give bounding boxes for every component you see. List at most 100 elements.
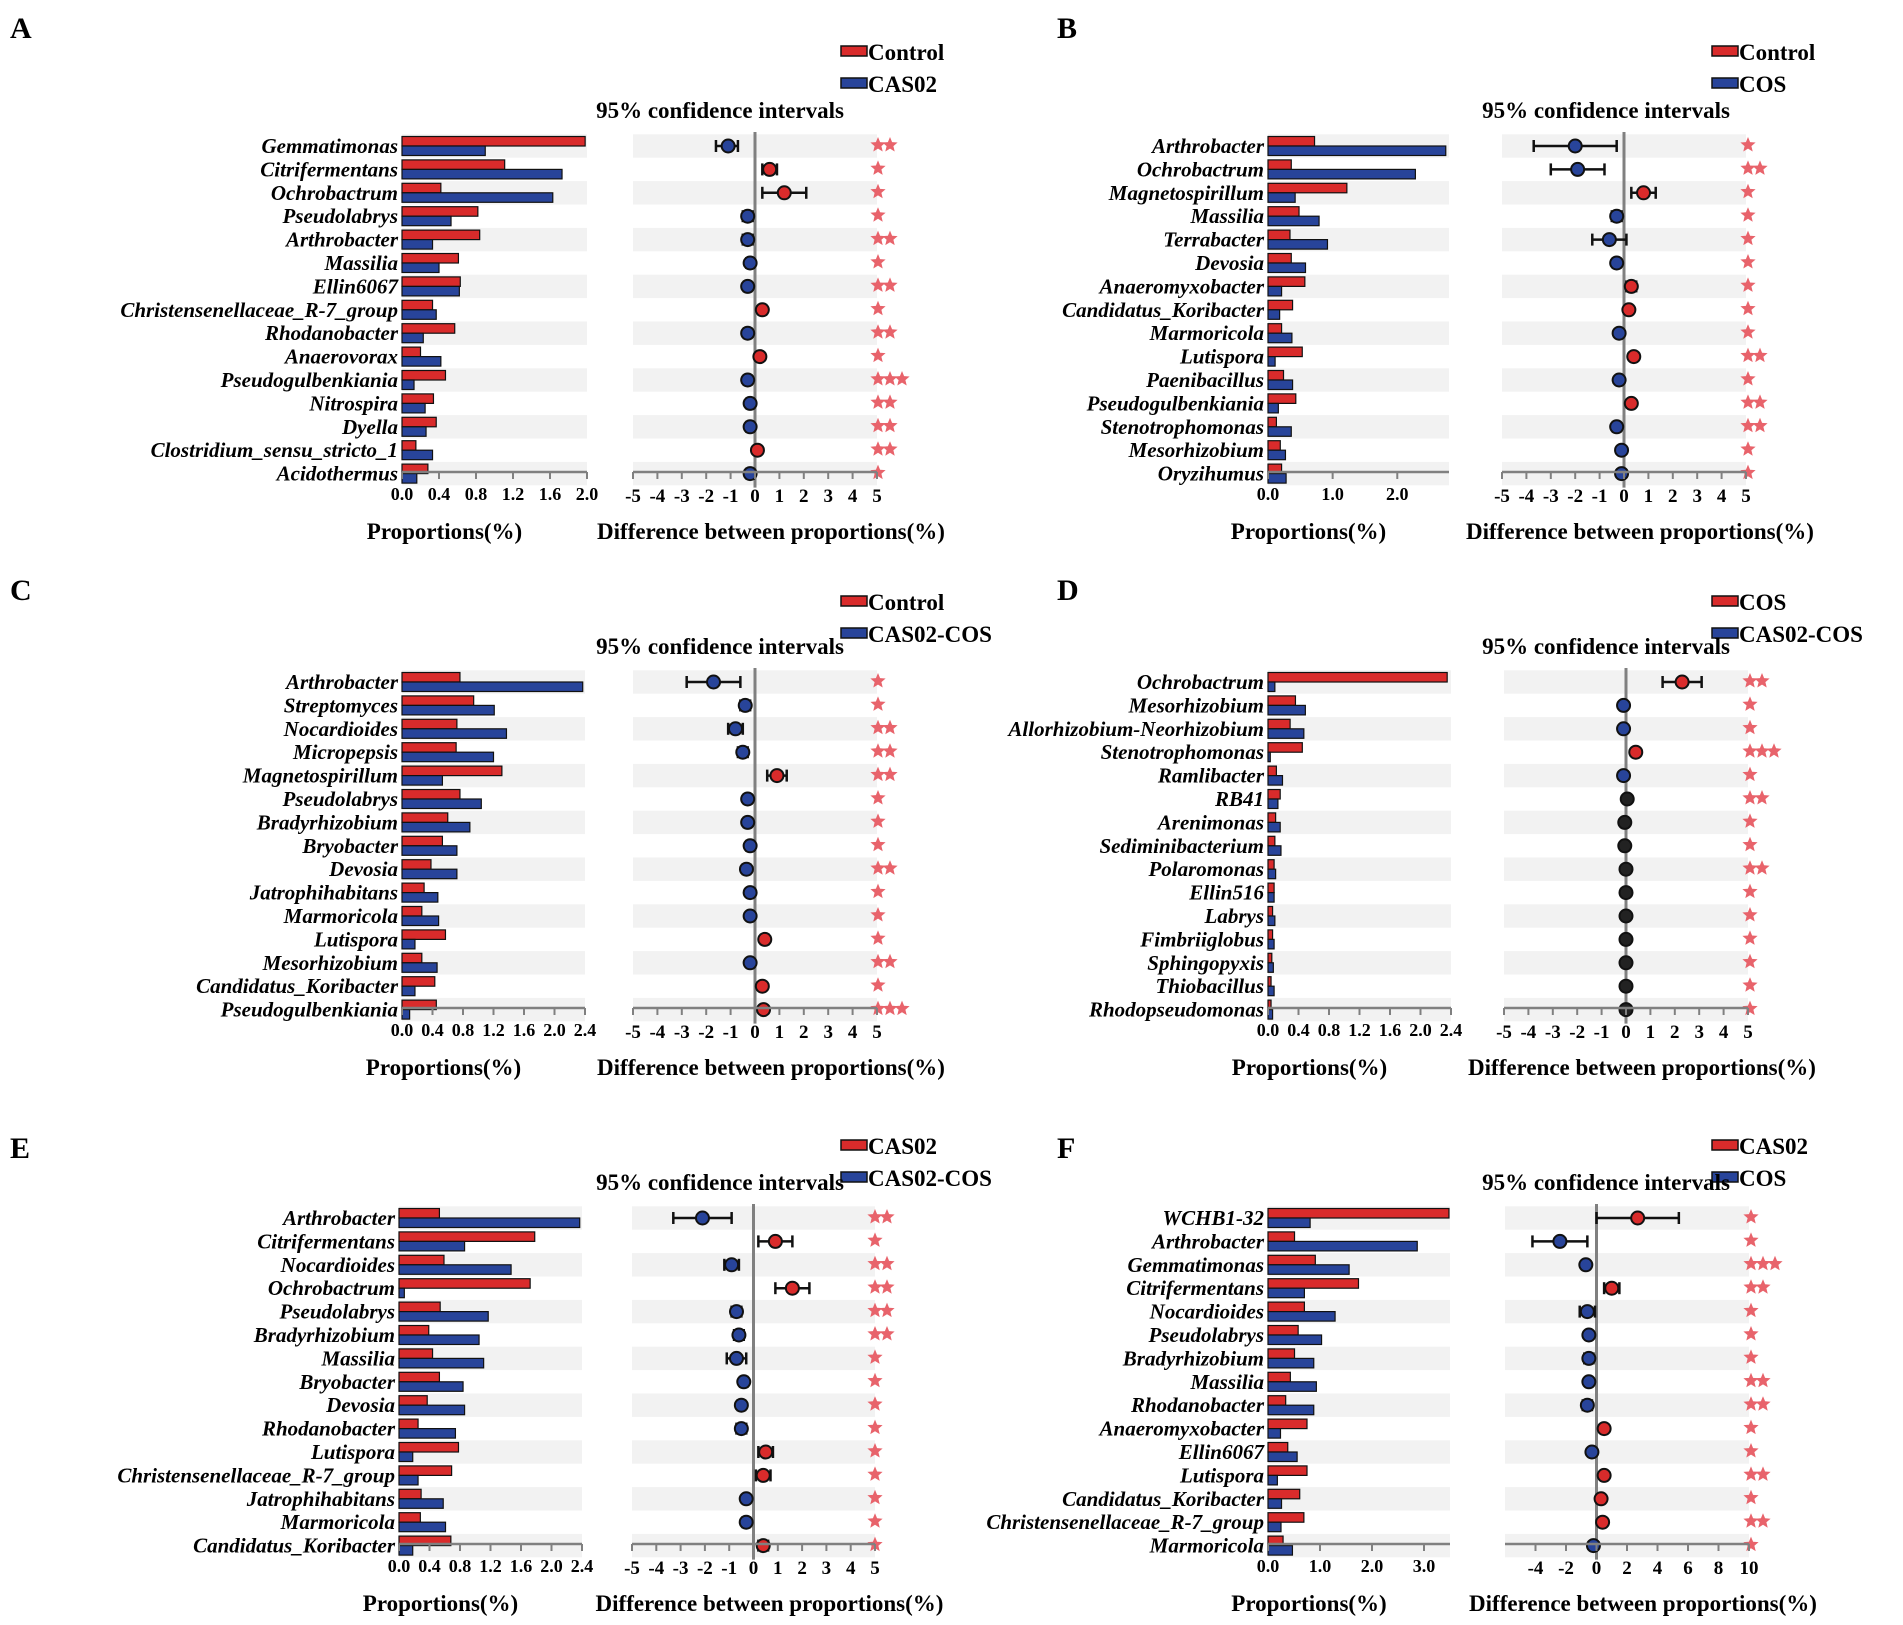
bar-series2 bbox=[1267, 1451, 1298, 1463]
diff-x-tick-label: -5 bbox=[1494, 486, 1510, 507]
bar-series2 bbox=[401, 938, 416, 950]
significance-star bbox=[1743, 1279, 1759, 1294]
difference-point bbox=[1614, 442, 1630, 458]
legend-label: Control bbox=[868, 40, 944, 65]
bar-series1 bbox=[1267, 976, 1272, 987]
difference-point bbox=[1618, 908, 1634, 924]
diff-x-tick-label: -5 bbox=[625, 486, 641, 507]
difference-point bbox=[1623, 395, 1639, 411]
significance-star bbox=[870, 860, 886, 875]
legend-label: CAS02 bbox=[1739, 1134, 1808, 1159]
significance-star bbox=[1755, 1396, 1771, 1411]
ci-title: 95% confidence intervals bbox=[1482, 1170, 1730, 1195]
bar-series2 bbox=[398, 1240, 466, 1252]
row-stripe bbox=[1268, 951, 1451, 975]
significance-star bbox=[1740, 371, 1756, 386]
bar-x-tick-label: 1.0 bbox=[1309, 1556, 1332, 1576]
bar-series2 bbox=[1267, 1544, 1294, 1556]
category-label: Rhodopseudomonas bbox=[1088, 998, 1264, 1022]
bar-series2 bbox=[1267, 1474, 1278, 1486]
category-label: Fimbriiglobus bbox=[1139, 927, 1264, 951]
bar-series2 bbox=[1267, 1498, 1283, 1509]
category-label: Candidatus_Koribacter bbox=[196, 974, 399, 998]
bar-series1 bbox=[1267, 299, 1294, 311]
bar-series2 bbox=[398, 1381, 464, 1392]
significance-star bbox=[1755, 1513, 1771, 1528]
difference-point bbox=[756, 1002, 772, 1018]
bar-series1 bbox=[398, 1418, 419, 1430]
diff-x-tick-label: 2 bbox=[799, 486, 809, 507]
difference-point bbox=[1617, 814, 1633, 830]
significance-star bbox=[1752, 417, 1768, 433]
bar-series2 bbox=[1267, 1381, 1317, 1392]
bar-series1 bbox=[1267, 393, 1297, 404]
diff-x-tick-label: 5 bbox=[872, 1022, 882, 1043]
bar-series1 bbox=[1267, 1207, 1450, 1219]
category-label: Anaeromyxobacter bbox=[1098, 1417, 1265, 1441]
significance-star bbox=[1742, 743, 1758, 758]
row-stripe bbox=[1268, 1440, 1450, 1464]
category-label: Massilia bbox=[323, 251, 398, 275]
bar-x-tick-label: 2.0 bbox=[1386, 484, 1409, 504]
significance-star bbox=[870, 417, 886, 433]
bar-x-tick-label: 0.8 bbox=[452, 1020, 475, 1040]
diff-x-tick-label: 4 bbox=[848, 486, 858, 507]
category-label: Anaeromyxobacter bbox=[1098, 274, 1265, 298]
bar-series2 bbox=[401, 985, 416, 997]
category-label: Arthrobacter bbox=[1150, 134, 1265, 158]
bar-series2 bbox=[1267, 1404, 1315, 1416]
significance-star bbox=[894, 1000, 910, 1016]
bar-series1 bbox=[1267, 765, 1277, 777]
category-label: Ochrobactrum bbox=[268, 1276, 395, 1300]
significance-star bbox=[867, 1279, 883, 1294]
bar-series2 bbox=[1267, 309, 1281, 320]
diff-x-tick-label: 2 bbox=[1668, 486, 1678, 507]
legend-swatch-series2 bbox=[840, 627, 868, 639]
significance-star bbox=[1740, 207, 1756, 222]
category-label: Labrys bbox=[1204, 904, 1265, 928]
difference-point bbox=[1621, 302, 1637, 318]
difference-point bbox=[735, 744, 751, 760]
significance-star bbox=[867, 1466, 883, 1481]
bar-series2 bbox=[1267, 868, 1277, 880]
bar-series1 bbox=[1267, 859, 1275, 870]
category-label: Nitrospira bbox=[308, 391, 398, 415]
bar-series2 bbox=[398, 1264, 512, 1275]
legend-swatch-series2 bbox=[1711, 77, 1739, 89]
difference-point bbox=[1618, 955, 1634, 971]
significance-star bbox=[870, 883, 886, 899]
bar-x-tick-label: 2.4 bbox=[1440, 1020, 1463, 1040]
row-stripe bbox=[1505, 1253, 1749, 1277]
bar-series2 bbox=[401, 821, 471, 833]
category-label: Candidatus_Koribacter bbox=[1062, 1487, 1265, 1511]
bar-series1 bbox=[1267, 1488, 1301, 1500]
bar-series2 bbox=[401, 681, 584, 693]
category-label: Rhodanobacter bbox=[261, 1417, 396, 1441]
difference-point bbox=[1584, 1444, 1600, 1460]
significance-star bbox=[870, 766, 886, 782]
bar-series1 bbox=[398, 1441, 460, 1453]
significance-star bbox=[1743, 1209, 1759, 1224]
bar-x-tick-label: 0.0 bbox=[391, 1020, 414, 1040]
difference-point bbox=[1618, 931, 1634, 947]
difference-point bbox=[742, 255, 758, 271]
category-label: Arthrobacter bbox=[1150, 1229, 1265, 1253]
category-label: Pseudolabrys bbox=[282, 787, 399, 811]
significance-star bbox=[1743, 1302, 1759, 1318]
difference-point bbox=[740, 278, 756, 294]
difference-point bbox=[728, 1350, 744, 1366]
bar-x-tick-label: 1.6 bbox=[513, 1020, 536, 1040]
category-label: Gemmatimonas bbox=[261, 134, 398, 158]
row-stripe bbox=[1268, 717, 1451, 741]
significance-star bbox=[1740, 183, 1756, 199]
bar-x-tick-label: 1.2 bbox=[1348, 1020, 1371, 1040]
category-label: Terrabacter bbox=[1163, 228, 1265, 252]
row-stripe bbox=[1268, 415, 1449, 439]
diff-x-tick-label: 4 bbox=[1717, 486, 1727, 507]
category-label: Arenimonas bbox=[1156, 810, 1264, 834]
difference-point bbox=[1601, 232, 1617, 248]
row-stripe bbox=[399, 1487, 582, 1511]
bar-series2 bbox=[1267, 356, 1276, 367]
difference-point bbox=[1581, 1374, 1597, 1390]
bar-series1 bbox=[1267, 252, 1292, 264]
